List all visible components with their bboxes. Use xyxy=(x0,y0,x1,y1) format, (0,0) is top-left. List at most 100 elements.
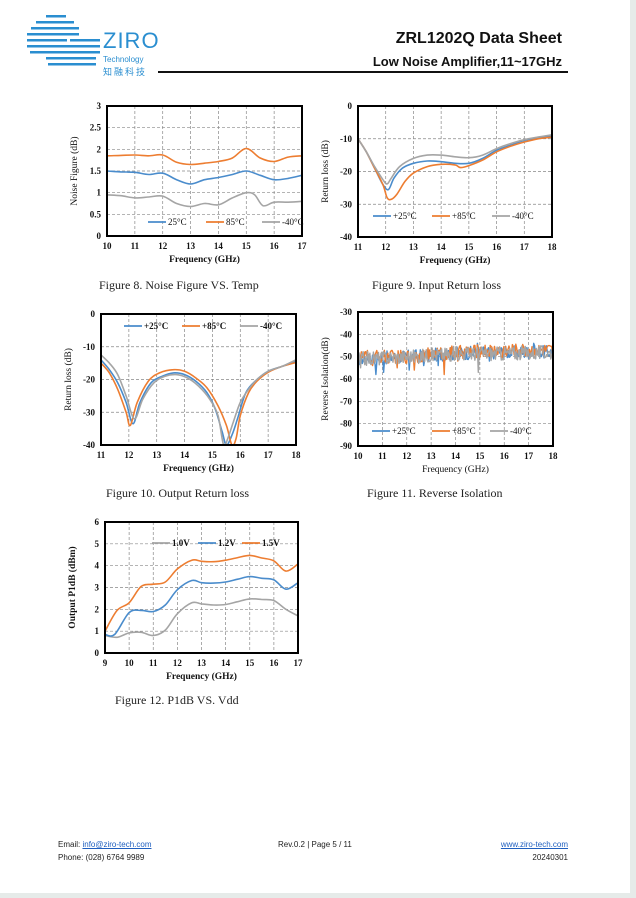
y-tick-label: 5 xyxy=(95,539,100,549)
y-tick-label: -60 xyxy=(340,374,352,384)
series-line-3 xyxy=(101,354,296,445)
website-link[interactable]: www.ziro-tech.com xyxy=(500,840,568,849)
x-tick-label: 15 xyxy=(242,241,252,251)
plot-frame xyxy=(100,313,297,446)
series-line-1 xyxy=(105,597,298,639)
email-label: Email: xyxy=(58,840,81,849)
legend-label: 85°C xyxy=(226,217,245,227)
y-tick-label: 0 xyxy=(348,101,353,111)
y-tick-label: -30 xyxy=(340,199,352,209)
document-title: ZRL1202Q Data Sheet xyxy=(395,30,562,47)
x-tick-label: 14 xyxy=(214,241,224,251)
email-link[interactable]: info@ziro-tech.com xyxy=(82,840,152,849)
x-tick-label: 12 xyxy=(381,242,391,252)
y-tick-label: 0 xyxy=(91,309,96,319)
x-tick-label: 18 xyxy=(292,450,302,460)
y-tick-label: -80 xyxy=(340,419,352,429)
legend-label: +25°C xyxy=(392,426,416,436)
header-divider xyxy=(158,71,568,73)
x-tick-label: 12 xyxy=(124,450,134,460)
y-tick-label: -10 xyxy=(83,342,95,352)
y-tick-label: -20 xyxy=(340,167,352,177)
x-tick-label: 18 xyxy=(548,242,558,252)
y-axis-label: Noise Figure (dB) xyxy=(69,136,80,205)
x-tick-label: 16 xyxy=(492,242,502,252)
y-tick-label: 3 xyxy=(95,583,100,593)
x-tick-label: 16 xyxy=(236,450,246,460)
plot-frame xyxy=(357,311,554,447)
footer-website: www.ziro-tech.com xyxy=(501,840,568,849)
x-axis-label: Frequency (GHz) xyxy=(163,463,234,474)
series-line-1 xyxy=(107,170,302,185)
y-tick-label: -30 xyxy=(83,407,95,417)
x-tick-label: 15 xyxy=(464,242,474,252)
y-tick-label: 4 xyxy=(95,561,100,571)
x-tick-label: 14 xyxy=(437,242,447,252)
y-tick-label: -90 xyxy=(340,441,352,451)
y-axis-label: Return loss (dB) xyxy=(320,140,331,203)
figure-10-caption: Figure 10. Output Return loss xyxy=(106,486,249,500)
x-tick-label: 10 xyxy=(354,451,364,461)
x-tick-label: 12 xyxy=(158,241,168,251)
figure-8-caption: Figure 8. Noise Figure VS. Temp xyxy=(99,278,259,292)
y-tick-label: 1.5 xyxy=(90,166,102,176)
series-line-3 xyxy=(358,345,553,373)
legend-label: +85°C xyxy=(452,426,476,436)
y-tick-label: -40 xyxy=(340,329,352,339)
x-tick-label: 18 xyxy=(549,451,559,461)
y-tick-label: 2 xyxy=(95,604,100,614)
x-tick-label: 10 xyxy=(125,658,135,668)
y-tick-label: 2 xyxy=(97,144,102,154)
x-tick-label: 14 xyxy=(221,658,231,668)
legend-label: +25°C xyxy=(393,211,417,221)
series-group xyxy=(101,354,296,445)
document-date: 20240301 xyxy=(532,853,568,862)
y-tick-label: -40 xyxy=(83,440,95,450)
x-tick-label: 15 xyxy=(208,450,218,460)
x-tick-label: 15 xyxy=(245,658,255,668)
series-line-3 xyxy=(105,554,298,632)
plot-frame xyxy=(104,521,299,654)
figure-12-caption: Figure 12. P1dB VS. Vdd xyxy=(115,693,239,707)
series-line-2 xyxy=(105,575,298,637)
x-tick-label: 17 xyxy=(264,450,274,460)
x-tick-label: 11 xyxy=(131,241,140,251)
legend-label: 25°C xyxy=(168,217,187,227)
y-tick-label: 1 xyxy=(97,188,102,198)
phone-label: Phone: xyxy=(58,853,84,862)
logo-subtitle: Technology xyxy=(103,55,144,64)
y-axis-label: Return loss (dB) xyxy=(63,348,74,411)
legend-label: -40°C xyxy=(260,321,282,331)
legend-label: -40°C xyxy=(512,211,534,221)
series-line-2 xyxy=(101,361,296,445)
page-revision: Rev.0.2 | Page 5 / 11 xyxy=(278,840,352,849)
x-tick-label: 17 xyxy=(520,242,530,252)
series-line-3 xyxy=(358,134,552,185)
x-tick-label: 9 xyxy=(103,658,108,668)
series-group xyxy=(105,554,298,639)
x-axis-label: Frequency (GHz) xyxy=(169,254,240,265)
x-tick-label: 14 xyxy=(451,451,461,461)
logo-text: ZIRO xyxy=(103,28,160,53)
x-tick-label: 13 xyxy=(427,451,437,461)
x-tick-label: 16 xyxy=(270,241,280,251)
x-tick-label: 13 xyxy=(409,242,419,252)
legend-label: +85°C xyxy=(452,211,476,221)
footer-phone: Phone: (028) 6764 9989 xyxy=(58,853,144,862)
series-group xyxy=(358,342,553,376)
series-group xyxy=(107,147,302,208)
x-tick-label: 16 xyxy=(500,451,510,461)
y-tick-label: -70 xyxy=(340,396,352,406)
x-tick-label: 11 xyxy=(97,450,106,460)
y-tick-label: 3 xyxy=(97,101,102,111)
legend-label: -40°C xyxy=(510,426,532,436)
y-tick-label: -30 xyxy=(340,307,352,317)
legend-label: 1.5V xyxy=(262,538,280,548)
series-line-3 xyxy=(107,191,302,208)
series-line-2 xyxy=(358,136,552,201)
legend-label: 1.2V xyxy=(218,538,236,548)
